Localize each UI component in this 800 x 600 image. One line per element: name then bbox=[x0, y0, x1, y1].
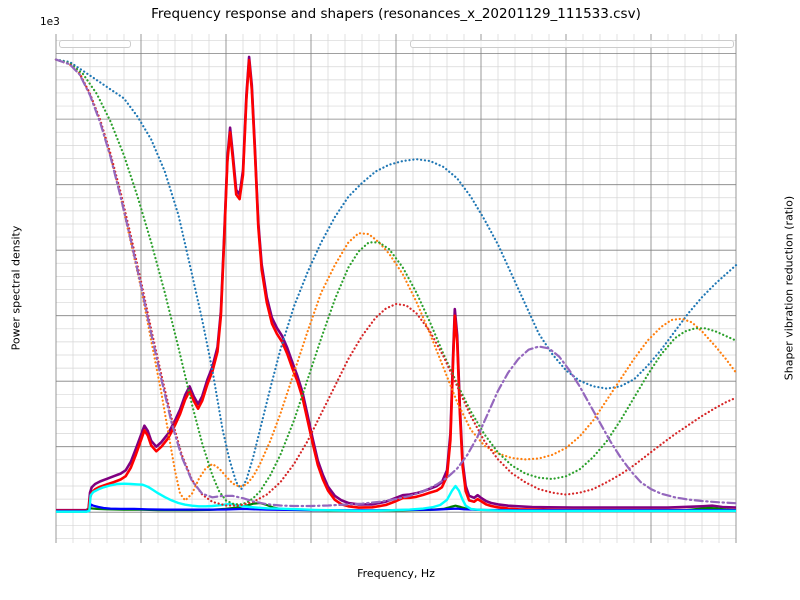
series-mzv bbox=[54, 58, 738, 502]
y-axis-left-label: Power spectral density bbox=[9, 225, 23, 351]
series-3hump_ei bbox=[54, 58, 738, 508]
y-axis-offset-text: 1e3 bbox=[40, 16, 60, 28]
shaper-legend bbox=[410, 40, 734, 48]
series-zv bbox=[54, 58, 738, 491]
series-lines bbox=[54, 55, 738, 513]
major-gridlines bbox=[55, 34, 737, 543]
series-ei bbox=[54, 58, 738, 506]
y-axis-right-label: Shaper vibration reduction (ratio) bbox=[782, 195, 796, 381]
psd-legend bbox=[59, 40, 131, 48]
series-after-shaper bbox=[56, 482, 736, 513]
x-axis-label: Frequency, Hz bbox=[357, 567, 435, 580]
series-x+y+z bbox=[56, 55, 737, 512]
chart-title: Frequency response and shapers (resonanc… bbox=[151, 6, 641, 22]
